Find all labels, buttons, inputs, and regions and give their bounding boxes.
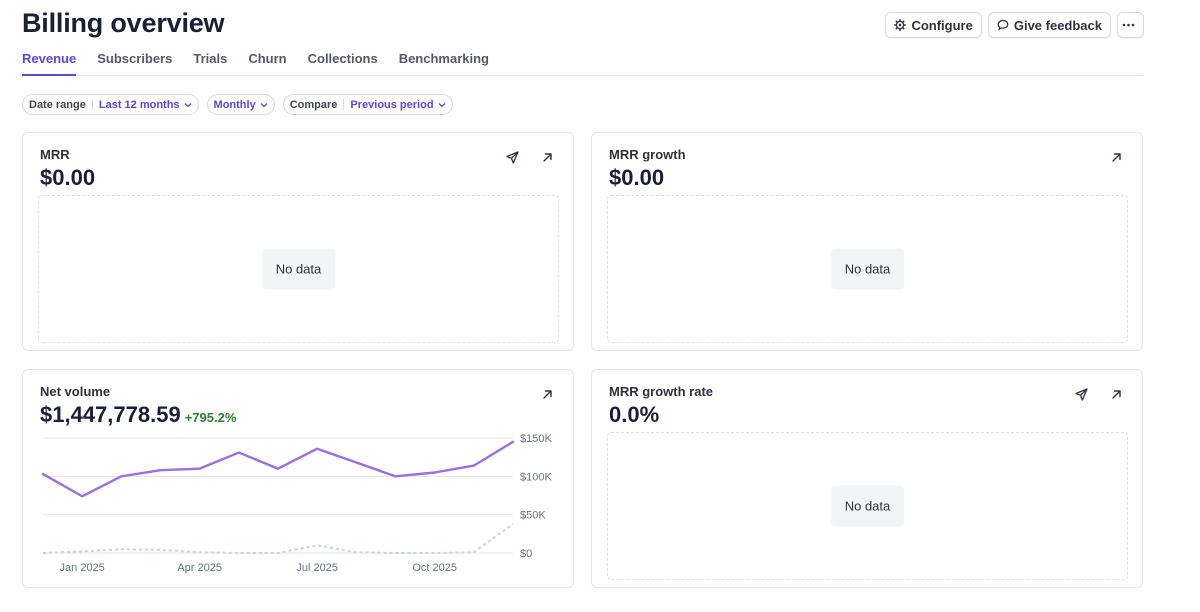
card-title: Net volume bbox=[40, 384, 111, 399]
net-volume-amount: $1,447,778.59 bbox=[40, 402, 181, 427]
mrr-card: MRR $0.00 No data bbox=[22, 132, 574, 351]
tab-bar: Revenue Subscribers Trials Churn Collect… bbox=[22, 50, 1143, 76]
interval-filter[interactable]: Monthly bbox=[206, 94, 275, 115]
y-tick-label: $100K bbox=[520, 471, 552, 483]
feedback-label: Give feedback bbox=[1013, 17, 1102, 33]
card-actions bbox=[505, 150, 555, 165]
expand-icon[interactable] bbox=[1109, 150, 1124, 165]
share-icon[interactable] bbox=[505, 150, 520, 165]
chevron-down-icon bbox=[260, 102, 268, 107]
x-tick-label: Jul 2025 bbox=[296, 562, 338, 574]
expand-icon[interactable] bbox=[1109, 387, 1124, 402]
speech-bubble-icon bbox=[997, 19, 1009, 30]
tab-subscribers[interactable]: Subscribers bbox=[97, 51, 173, 66]
date-range-label: Date range bbox=[29, 98, 86, 111]
empty-chart-area: No data bbox=[607, 195, 1128, 343]
share-icon[interactable] bbox=[1074, 387, 1089, 402]
x-tick-label: Apr 2025 bbox=[177, 562, 222, 574]
x-tick-label: Oct 2025 bbox=[412, 562, 457, 574]
card-title: MRR growth rate bbox=[609, 384, 713, 399]
card-actions bbox=[1074, 387, 1124, 402]
y-tick-label: $50K bbox=[520, 510, 546, 522]
page-title: Billing overview bbox=[22, 8, 225, 38]
filter-divider bbox=[91, 99, 93, 110]
net-volume-card: Net volume $1,447,778.59 +795.2% $150K $10… bbox=[22, 369, 574, 588]
card-value: 0.0% bbox=[609, 402, 660, 427]
y-tick-label: $0 bbox=[520, 548, 532, 560]
tab-collections[interactable]: Collections bbox=[307, 51, 378, 66]
compare-label: Compare bbox=[289, 98, 338, 111]
tab-churn[interactable]: Churn bbox=[248, 51, 287, 66]
empty-chart-area: No data bbox=[38, 195, 559, 343]
configure-button[interactable]: Configure bbox=[885, 12, 982, 38]
date-range-value: Last 12 months bbox=[98, 98, 180, 111]
top-actions: Configure Give feedback bbox=[885, 12, 1144, 38]
card-title: MRR growth bbox=[609, 147, 686, 162]
net-volume-chart: $150K $100K $50K $0 Jan 2025 Apr 2025 Jul 2025… bbox=[41, 433, 552, 574]
compare-filter[interactable]: Compare Previous period bbox=[282, 94, 453, 115]
expand-icon[interactable] bbox=[540, 150, 555, 165]
y-tick-label: $150K bbox=[520, 433, 552, 445]
card-actions bbox=[540, 387, 555, 402]
filter-divider bbox=[343, 99, 345, 110]
give-feedback-button[interactable]: Give feedback bbox=[987, 12, 1111, 38]
filter-bar: Date range Last 12 months Monthly Compar… bbox=[22, 94, 453, 115]
date-range-filter[interactable]: Date range Last 12 months bbox=[22, 94, 199, 115]
more-options-button[interactable] bbox=[1117, 12, 1144, 38]
configure-label: Configure bbox=[911, 17, 973, 33]
card-value: $0.00 bbox=[40, 165, 96, 190]
gear-icon bbox=[894, 19, 907, 31]
card-value: $1,447,778.59 +795.2% bbox=[40, 402, 236, 428]
card-actions bbox=[1109, 150, 1124, 165]
chevron-down-icon bbox=[438, 102, 446, 107]
compare-value: Previous period bbox=[350, 98, 434, 111]
no-data-label: No data bbox=[830, 248, 905, 290]
x-tick-label: Jan 2025 bbox=[60, 562, 105, 574]
delta-badge: +795.2% bbox=[184, 410, 237, 425]
tab-benchmarking[interactable]: Benchmarking bbox=[398, 51, 489, 66]
series-line-current bbox=[41, 440, 515, 498]
expand-icon[interactable] bbox=[540, 387, 555, 402]
mrr-growth-rate-card: MRR growth rate 0.0% No data bbox=[591, 369, 1143, 588]
card-value: $0.00 bbox=[609, 165, 665, 190]
interval-value: Monthly bbox=[213, 98, 256, 111]
more-icon bbox=[1122, 23, 1134, 27]
series-line-previous bbox=[42, 523, 514, 554]
tab-trials[interactable]: Trials bbox=[193, 51, 228, 66]
card-title: MRR bbox=[40, 147, 70, 162]
empty-chart-area: No data bbox=[607, 432, 1128, 580]
no-data-label: No data bbox=[261, 248, 336, 290]
mrr-growth-card: MRR growth $0.00 No data bbox=[591, 132, 1143, 351]
tab-revenue[interactable]: Revenue bbox=[22, 50, 77, 76]
no-data-label: No data bbox=[830, 485, 905, 527]
chevron-down-icon bbox=[184, 102, 192, 107]
